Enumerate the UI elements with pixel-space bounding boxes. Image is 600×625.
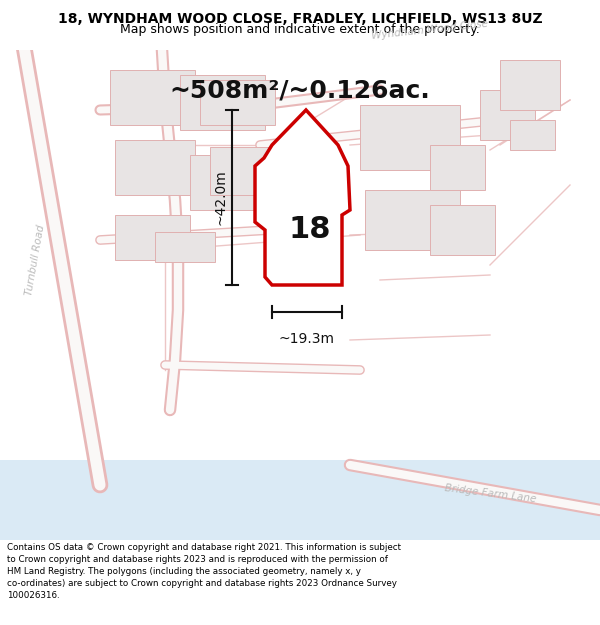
Bar	[190, 155, 265, 210]
Text: ~19.3m: ~19.3m	[279, 332, 335, 346]
Text: Map shows position and indicative extent of the property.: Map shows position and indicative extent…	[120, 23, 480, 36]
Bar	[180, 75, 265, 130]
Text: Bridge Farm Lane: Bridge Farm Lane	[443, 483, 536, 504]
Text: Turnbull Road: Turnbull Road	[24, 224, 46, 296]
Bar	[155, 232, 215, 262]
Text: 18, WYNDHAM WOOD CLOSE, FRADLEY, LICHFIELD, WS13 8UZ: 18, WYNDHAM WOOD CLOSE, FRADLEY, LICHFIE…	[58, 12, 542, 26]
Bar	[0, 460, 600, 540]
Polygon shape	[255, 110, 350, 285]
Bar	[115, 215, 190, 260]
Bar	[110, 70, 195, 125]
Bar	[115, 140, 195, 195]
Bar	[360, 105, 460, 170]
Bar	[480, 90, 535, 140]
Text: ~508m²/~0.126ac.: ~508m²/~0.126ac.	[170, 78, 430, 102]
Bar	[210, 147, 270, 195]
Bar	[500, 60, 560, 110]
Text: Contains OS data © Crown copyright and database right 2021. This information is : Contains OS data © Crown copyright and d…	[7, 542, 401, 600]
Text: ~42.0m: ~42.0m	[213, 169, 227, 226]
Text: Wyndham Wood Close: Wyndham Wood Close	[371, 19, 489, 41]
Bar	[365, 190, 460, 250]
Bar	[430, 145, 485, 190]
Bar	[430, 205, 495, 255]
Bar	[200, 80, 275, 125]
Bar	[510, 120, 555, 150]
Text: 18: 18	[289, 216, 331, 244]
